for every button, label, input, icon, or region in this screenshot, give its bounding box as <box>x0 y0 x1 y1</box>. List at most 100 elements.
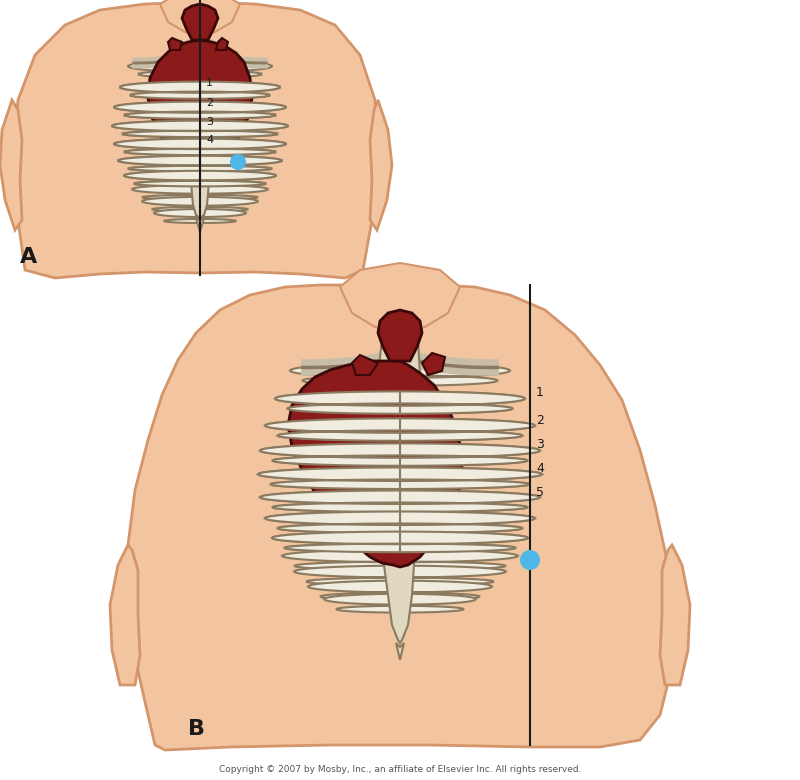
Text: B: B <box>188 719 205 739</box>
Polygon shape <box>124 171 200 186</box>
Polygon shape <box>378 310 422 361</box>
Polygon shape <box>200 156 282 172</box>
Polygon shape <box>142 197 200 211</box>
Polygon shape <box>352 355 378 375</box>
Polygon shape <box>118 156 200 172</box>
Polygon shape <box>200 209 246 223</box>
Polygon shape <box>200 185 268 200</box>
Polygon shape <box>400 392 525 414</box>
Polygon shape <box>400 418 535 441</box>
Polygon shape <box>168 38 182 50</box>
Polygon shape <box>260 491 400 512</box>
Polygon shape <box>110 545 140 685</box>
Polygon shape <box>200 139 286 155</box>
Polygon shape <box>400 467 542 489</box>
Polygon shape <box>265 512 400 533</box>
Polygon shape <box>200 61 272 78</box>
Polygon shape <box>660 545 690 685</box>
Text: 3: 3 <box>206 117 213 127</box>
Text: 4: 4 <box>536 463 544 476</box>
Text: 4: 4 <box>206 135 213 145</box>
Polygon shape <box>290 363 400 386</box>
Polygon shape <box>112 121 200 137</box>
Polygon shape <box>12 2 378 278</box>
Polygon shape <box>200 139 286 155</box>
Polygon shape <box>400 512 535 533</box>
Polygon shape <box>148 40 252 172</box>
Text: 1: 1 <box>536 387 544 399</box>
Polygon shape <box>400 532 528 552</box>
Polygon shape <box>187 52 213 218</box>
Polygon shape <box>182 4 218 40</box>
Polygon shape <box>114 101 200 119</box>
Polygon shape <box>118 156 200 172</box>
Polygon shape <box>132 185 200 200</box>
Polygon shape <box>340 263 460 333</box>
Polygon shape <box>120 82 200 99</box>
Polygon shape <box>200 121 288 137</box>
Polygon shape <box>124 171 200 186</box>
Polygon shape <box>128 61 200 78</box>
Polygon shape <box>294 566 400 586</box>
Polygon shape <box>200 197 258 211</box>
Polygon shape <box>400 418 535 441</box>
Polygon shape <box>128 285 672 750</box>
Polygon shape <box>265 512 400 533</box>
Polygon shape <box>216 38 228 50</box>
Polygon shape <box>200 101 286 119</box>
Polygon shape <box>200 82 280 99</box>
Polygon shape <box>378 330 420 643</box>
Polygon shape <box>120 82 200 99</box>
Polygon shape <box>200 82 280 99</box>
Polygon shape <box>370 100 392 230</box>
Polygon shape <box>114 139 200 155</box>
Polygon shape <box>275 392 400 414</box>
Polygon shape <box>400 392 525 414</box>
Polygon shape <box>400 512 535 533</box>
Polygon shape <box>196 218 204 232</box>
Polygon shape <box>400 532 528 552</box>
Polygon shape <box>272 532 400 552</box>
Polygon shape <box>114 101 200 119</box>
Polygon shape <box>324 594 400 612</box>
Polygon shape <box>308 580 400 601</box>
Polygon shape <box>200 171 276 186</box>
Text: 1: 1 <box>206 78 213 88</box>
Text: 2: 2 <box>206 98 213 108</box>
Polygon shape <box>0 100 22 230</box>
Polygon shape <box>260 491 400 512</box>
Text: Copyright © 2007 by Mosby, Inc., an affiliate of Elsevier Inc. All rights reserv: Copyright © 2007 by Mosby, Inc., an affi… <box>218 765 582 775</box>
Polygon shape <box>396 643 404 660</box>
Polygon shape <box>400 467 542 489</box>
Polygon shape <box>265 418 400 441</box>
Polygon shape <box>258 467 400 489</box>
Circle shape <box>230 154 246 170</box>
Polygon shape <box>260 443 400 466</box>
Polygon shape <box>288 361 462 567</box>
Polygon shape <box>265 418 400 441</box>
Polygon shape <box>282 550 400 570</box>
Polygon shape <box>400 443 540 466</box>
Polygon shape <box>400 491 540 512</box>
Polygon shape <box>275 392 400 414</box>
Polygon shape <box>272 532 400 552</box>
Polygon shape <box>400 550 518 570</box>
Text: 2: 2 <box>536 413 544 427</box>
Polygon shape <box>200 121 288 137</box>
Polygon shape <box>400 594 476 612</box>
Polygon shape <box>200 101 286 119</box>
Polygon shape <box>200 156 282 172</box>
Polygon shape <box>160 0 240 35</box>
Circle shape <box>520 550 540 570</box>
Text: A: A <box>20 247 38 267</box>
Polygon shape <box>112 121 200 137</box>
Text: 5: 5 <box>536 485 544 498</box>
Polygon shape <box>154 209 200 223</box>
Polygon shape <box>200 171 276 186</box>
Polygon shape <box>400 580 492 601</box>
Polygon shape <box>422 353 445 375</box>
Polygon shape <box>400 443 540 466</box>
Text: 3: 3 <box>536 438 544 452</box>
Polygon shape <box>258 467 400 489</box>
Polygon shape <box>114 139 200 155</box>
